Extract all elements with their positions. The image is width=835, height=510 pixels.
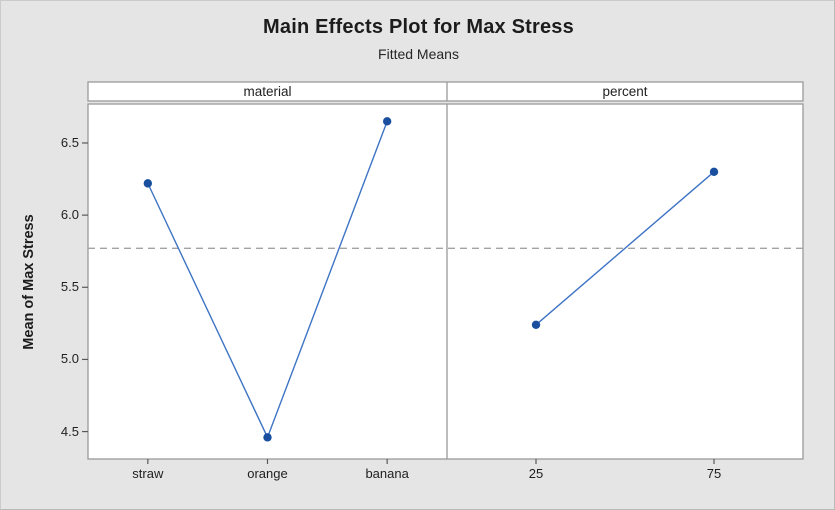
- x-tick-label-straw: straw: [132, 466, 164, 481]
- series-line-percent: [535, 171, 715, 326]
- x-tick-label-75: 75: [706, 466, 722, 481]
- y-tick-label: 5.0: [60, 351, 79, 367]
- data-point-marker: [263, 433, 272, 442]
- data-point-marker: [709, 167, 719, 177]
- y-tick-label: 4.5: [60, 423, 79, 439]
- y-tick-label: 6.0: [60, 207, 79, 223]
- panel-header-percent: percent: [602, 84, 648, 99]
- data-point-marker: [531, 320, 541, 329]
- plot-frame: [87, 103, 804, 460]
- data-point-marker: [143, 179, 153, 188]
- x-tick-label-25: 25: [528, 466, 544, 481]
- chart-subtitle: Fitted Means: [378, 46, 459, 62]
- panel-header-band: [87, 81, 804, 102]
- x-tick-label-banana: banana: [365, 466, 409, 481]
- chart-title: Main Effects Plot for Max Stress: [263, 16, 574, 38]
- y-tick-label: 5.5: [60, 279, 79, 295]
- y-tick-label: 6.5: [60, 134, 79, 150]
- x-tick-label-orange: orange: [247, 466, 288, 481]
- panel-header-material: material: [243, 84, 292, 99]
- data-point-marker: [382, 117, 392, 126]
- y-axis-title: Mean of Max Stress: [21, 214, 37, 350]
